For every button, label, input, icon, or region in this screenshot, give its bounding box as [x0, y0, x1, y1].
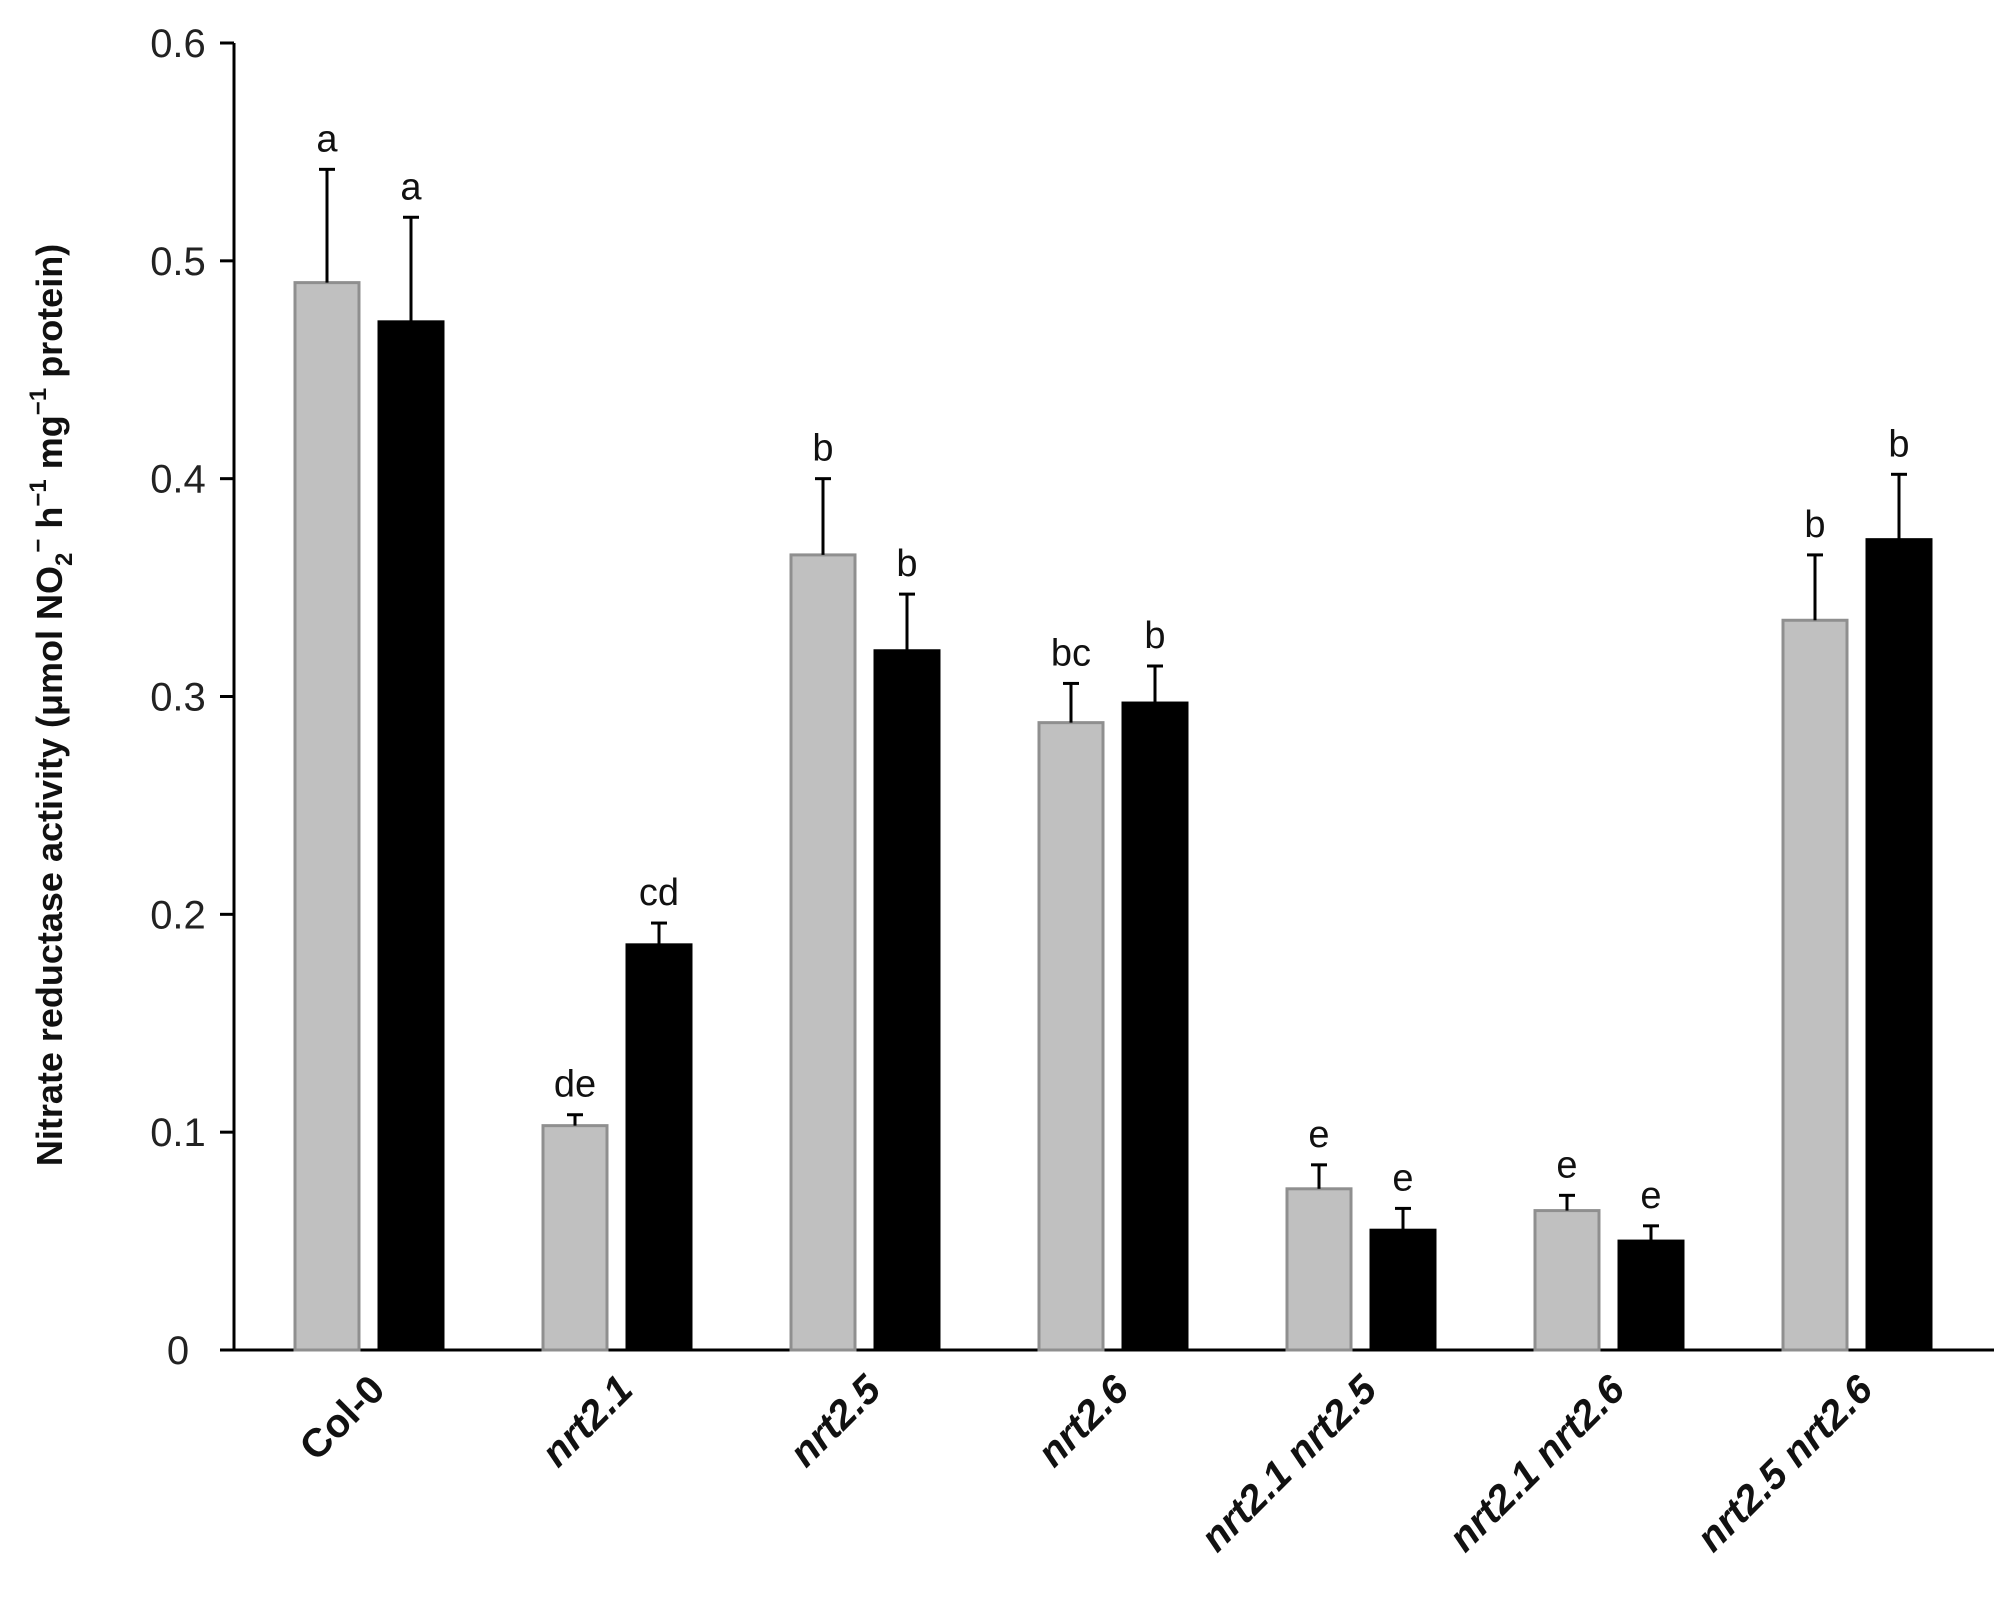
x-category-label: Col-0: [292, 1367, 394, 1469]
significance-letter: a: [316, 118, 338, 160]
significance-letter: e: [1308, 1114, 1329, 1156]
bar: [1369, 1228, 1437, 1352]
y-axis-title: Nitrate reductase activity (μmol NO2− h−…: [25, 244, 78, 1166]
y-tick-label: 0: [167, 1329, 189, 1373]
significance-letter: bc: [1051, 632, 1091, 674]
bar: [293, 281, 361, 1352]
bar: [1037, 721, 1105, 1352]
significance-letter: b: [1144, 615, 1165, 657]
plot-area: 0 0.1 0.2 0.3 0.4 0.5 0.6 a a Col-0 de cd nrt2.1 b b nr…: [150, 22, 1994, 1560]
significance-letter: e: [1392, 1157, 1413, 1199]
significance-letter: cd: [639, 872, 679, 914]
svg-text:Nitrate reductase activity (μm: Nitrate reductase activity (μmol NO2− h−…: [25, 244, 78, 1166]
x-category-label: nrt2.1 nrt2.6: [1440, 1367, 1634, 1561]
x-category-label: nrt2.6: [1029, 1367, 1138, 1476]
bar: [1865, 538, 1933, 1352]
significance-letter: b: [1888, 423, 1909, 465]
significance-letter: b: [1804, 504, 1825, 546]
significance-letter: b: [812, 428, 833, 470]
y-tick-label: 0.4: [150, 458, 206, 502]
bar: [625, 943, 693, 1352]
bar: [1285, 1187, 1353, 1352]
y-tick-label: 0.2: [150, 893, 206, 937]
bar: [377, 320, 445, 1352]
y-tick-label: 0.3: [150, 676, 206, 720]
y-tick-label: 0.6: [150, 22, 206, 66]
y-tick-label: 0.5: [150, 240, 206, 284]
y-tick-label: 0.1: [150, 1111, 206, 1155]
bar: [541, 1124, 609, 1352]
x-category-label: nrt2.1: [533, 1367, 641, 1475]
significance-letter: de: [554, 1064, 596, 1106]
bar: [1781, 618, 1849, 1352]
significance-letter: a: [400, 166, 422, 208]
x-category-label: nrt2.1 nrt2.5: [1192, 1367, 1386, 1561]
x-category-label: nrt2.5 nrt2.6: [1688, 1367, 1882, 1561]
bar: [1533, 1209, 1601, 1352]
bar: [873, 649, 941, 1352]
bar: [789, 553, 857, 1352]
bar: [1617, 1239, 1685, 1352]
x-category-label: nrt2.5: [781, 1367, 890, 1476]
significance-letter: b: [896, 543, 917, 585]
bar: [1121, 701, 1189, 1352]
significance-letter: e: [1640, 1175, 1661, 1217]
significance-letter: e: [1556, 1144, 1577, 1186]
